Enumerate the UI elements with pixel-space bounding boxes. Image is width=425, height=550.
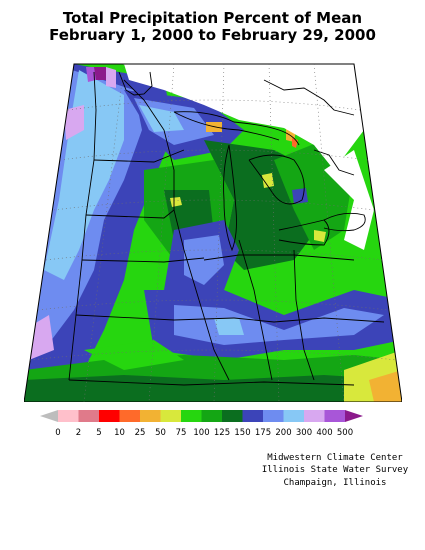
legend-swatch	[181, 410, 202, 422]
credit-line-1: Midwestern Climate Center	[267, 453, 403, 463]
credit-line-2: Illinois State Water Survey	[261, 465, 409, 475]
legend-tick-label: 300	[296, 428, 312, 438]
legend-tick-label: 175	[255, 428, 271, 438]
legend-tick-label: 10	[114, 428, 125, 438]
legend-swatch	[99, 410, 120, 422]
precipitation-map	[24, 63, 402, 402]
legend-tick-label: 50	[155, 428, 166, 438]
legend-tick-label: 100	[193, 428, 209, 438]
legend-swatch	[58, 410, 79, 422]
legend-arrow-low	[40, 410, 58, 422]
map-frame	[24, 63, 402, 402]
legend-tick-label: 200	[275, 428, 291, 438]
legend-tick-label: 0	[55, 428, 60, 438]
legend-swatch	[201, 410, 222, 422]
great-lakes-outline	[118, 71, 366, 252]
legend-swatch	[78, 410, 99, 422]
legend-swatch	[242, 410, 263, 422]
legend-swatch	[304, 410, 325, 422]
map-title-line-1: Total Precipitation Percent of Mean	[62, 9, 363, 27]
graticule	[29, 63, 397, 402]
legend-swatch	[283, 410, 304, 422]
legend-tick-label: 125	[214, 428, 230, 438]
legend-tick-label: 400	[316, 428, 332, 438]
legend-swatch	[119, 410, 140, 422]
legend-tick-label: 5	[96, 428, 101, 438]
state-boundaries	[68, 71, 385, 386]
precipitation-field	[24, 64, 402, 402]
legend-swatch	[263, 410, 284, 422]
legend-tick-label: 150	[234, 428, 250, 438]
legend-tick-label: 25	[135, 428, 146, 438]
legend-tick-label: 75	[176, 428, 187, 438]
credit-line-3: Champaign, Illinois	[283, 478, 387, 488]
map-title-line-2: February 1, 2000 to February 29, 2000	[49, 26, 376, 44]
legend-swatch	[324, 410, 345, 422]
legend-tick-label: 2	[76, 428, 81, 438]
color-legend: 0 2 5 10 25 50 75 100 125 150 175 200 300 400 500	[40, 410, 363, 438]
legend-swatch	[222, 410, 243, 422]
legend-swatch	[140, 410, 161, 422]
legend-tick-label: 500	[337, 428, 353, 438]
legend-arrow-high	[345, 410, 363, 422]
legend-swatch	[160, 410, 181, 422]
